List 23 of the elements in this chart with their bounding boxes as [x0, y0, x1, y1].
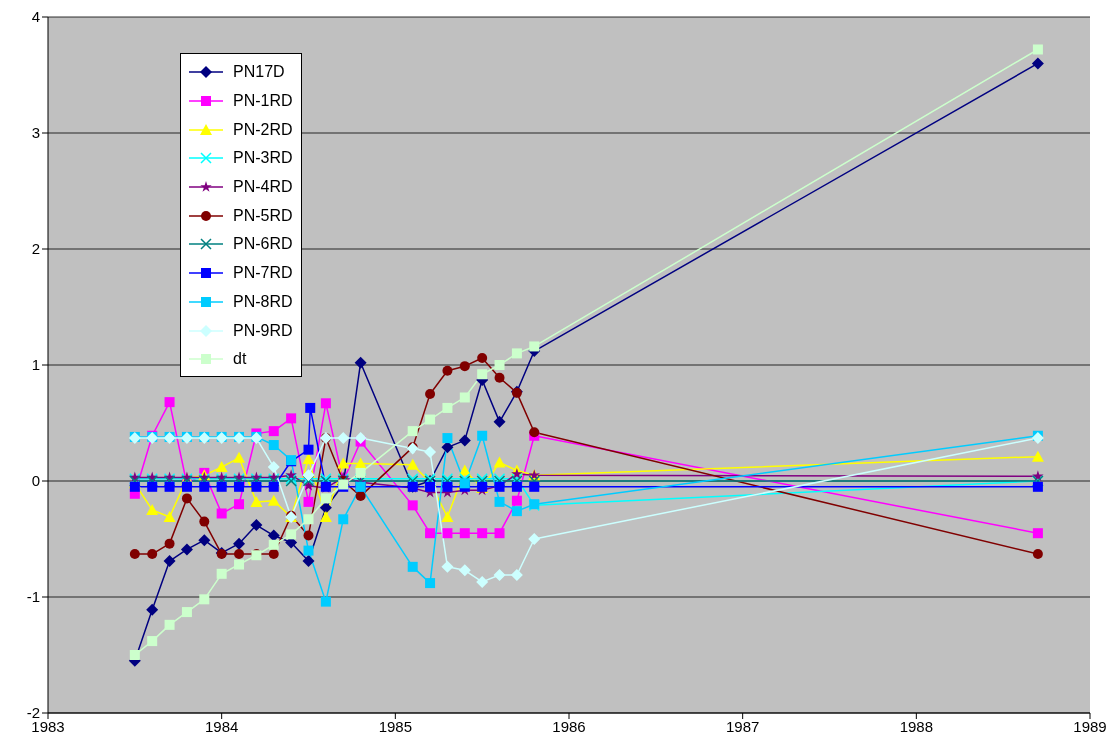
legend-label: PN-1RD — [233, 92, 293, 111]
legend-label: PN-2RD — [233, 120, 293, 139]
legend-label: PN-4RD — [233, 178, 293, 197]
legend-label: PN-6RD — [233, 235, 293, 254]
y-tick-label: 1 — [31, 356, 40, 374]
x-tick-label: 1988 — [899, 717, 934, 735]
legend-label: PN-7RD — [233, 264, 293, 283]
y-tick-label: 3 — [31, 124, 40, 142]
x-tick-label: 1986 — [552, 717, 586, 735]
y-tick-label: 2 — [31, 240, 40, 258]
legend-label: PN-9RD — [233, 321, 293, 340]
legend-label: PN-3RD — [233, 149, 293, 168]
x-tick-label: 1984 — [204, 717, 239, 735]
y-tick-label: 4 — [31, 8, 40, 26]
y-tick-label: 0 — [31, 472, 40, 490]
legend-label: PN-5RD — [233, 206, 293, 225]
legend-label: PN17D — [233, 63, 285, 82]
legend-label: PN-8RD — [233, 292, 293, 311]
legend-label: dt — [233, 350, 247, 369]
x-tick-label: 1985 — [378, 717, 413, 735]
y-tick-label: -1 — [26, 588, 40, 606]
x-tick-label: 1987 — [725, 717, 760, 735]
x-tick-label: 1989 — [1073, 717, 1107, 735]
